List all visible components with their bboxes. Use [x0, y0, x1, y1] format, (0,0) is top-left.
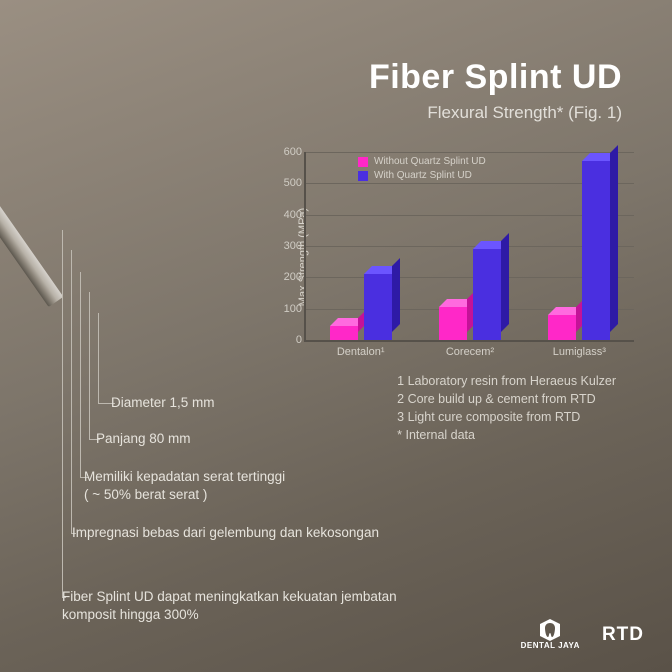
callout-text: Impregnasi bebas dari gelembung dan keko… — [72, 524, 436, 542]
bar — [439, 307, 467, 340]
category-label: Lumiglass³ — [525, 346, 634, 358]
bar — [473, 249, 501, 340]
category-label: Dentalon¹ — [306, 346, 415, 358]
bar — [364, 274, 392, 340]
fiber-rod-image — [0, 174, 63, 307]
tooth-hex-icon — [538, 619, 562, 641]
callout-text: Panjang 80 mm — [96, 430, 436, 448]
bar-group: Lumiglass³ — [525, 152, 634, 340]
callout-line — [62, 230, 66, 598]
callout-line — [98, 313, 115, 404]
y-tick-label: 400 — [272, 209, 302, 221]
y-tick-label: 600 — [272, 146, 302, 158]
y-tick-label: 100 — [272, 303, 302, 315]
category-label: Corecem² — [415, 346, 524, 358]
y-tick-label: 300 — [272, 240, 302, 252]
y-tick-label: 500 — [272, 177, 302, 189]
title-block: Fiber Splint UD Flexural Strength* (Fig.… — [369, 58, 622, 123]
bar — [582, 161, 610, 340]
page-title: Fiber Splint UD — [369, 58, 622, 97]
callout-text: Fiber Splint UD dapat meningkatkan kekua… — [62, 588, 436, 624]
callout-line — [80, 272, 88, 478]
callout-line — [89, 292, 100, 440]
dental-jaya-text: DENTAL JAYA — [521, 641, 580, 650]
plot-area: Without Quartz Splint UD With Quartz Spl… — [304, 152, 634, 342]
brand-logos: DENTAL JAYA RTD — [521, 619, 644, 650]
callout-text: Diameter 1,5 mm — [111, 394, 436, 412]
y-tick-label: 200 — [272, 271, 302, 283]
callout-text: Memiliki kepadatan serat tertinggi( ~ 50… — [84, 468, 436, 504]
rtd-logo: RTD — [602, 624, 644, 646]
subtitle: Flexural Strength* (Fig. 1) — [369, 103, 622, 123]
y-tick-label: 0 — [272, 334, 302, 346]
dental-jaya-logo: DENTAL JAYA — [521, 619, 580, 650]
footnote: 1 Laboratory resin from Heraeus Kulzer — [397, 372, 616, 390]
bar — [330, 326, 358, 340]
bar-group: Corecem² — [415, 152, 524, 340]
bar-group: Dentalon¹ — [306, 152, 415, 340]
bar — [548, 315, 576, 340]
callout-line — [71, 250, 76, 534]
flexural-strength-chart: Max Strength (MPa) Without Quartz Splint… — [266, 152, 634, 362]
